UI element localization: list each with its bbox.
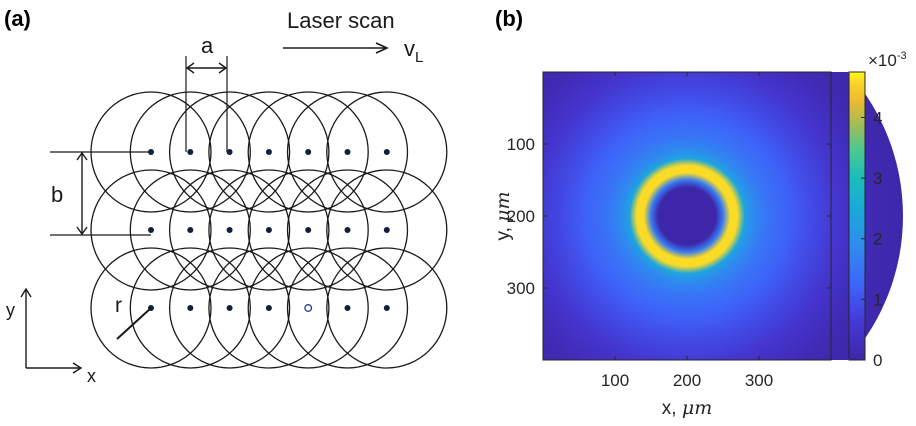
- spot-center-dot: [226, 149, 233, 155]
- colorbar-multiplier: ×10-3: [868, 50, 907, 70]
- laser-spot-circle: [168, 247, 291, 369]
- y-tick-label: 200: [507, 207, 535, 226]
- panel-b-label: (b): [495, 6, 523, 31]
- dimension-a-arrowhead-right: [218, 62, 228, 74]
- spot-center-open: [304, 304, 313, 312]
- spot-center-dot: [187, 227, 194, 233]
- laser-spot-circle: [129, 247, 251, 369]
- laser-spot-circle: [247, 247, 369, 369]
- colorbar-tick-label: 3: [873, 169, 882, 188]
- spot-center-dot: [344, 149, 351, 155]
- axis-y-label: y: [6, 300, 15, 320]
- colorbar-multiplier-base: ×10: [868, 51, 897, 70]
- y-tick-label: 300: [507, 279, 535, 298]
- x-tick-label: 100: [601, 371, 629, 390]
- velocity-label: vL: [404, 36, 423, 66]
- y-axis-title-unit: μm: [492, 191, 514, 221]
- dimension-b-arrowhead-bottom: [76, 226, 88, 236]
- spot-centers: [148, 149, 390, 312]
- scan-arrowhead: [375, 42, 389, 54]
- x-axis-arrowhead: [72, 362, 83, 374]
- laser-spot-circle: [90, 91, 212, 213]
- laser-spot-circle: [208, 91, 330, 213]
- spot-center-dot: [344, 227, 351, 233]
- laser-spot-circle: [326, 91, 448, 213]
- spot-center-dot: [226, 305, 233, 311]
- y-tick-label: 100: [507, 135, 535, 154]
- panel-a-scan-diagram: (a) Laser scan vL a b r y x: [4, 6, 448, 386]
- y-axis-title-var: y,: [493, 222, 514, 241]
- x-axis-title-unit: μm: [682, 397, 712, 419]
- spot-center-dot: [383, 149, 390, 155]
- y-axis-arrowhead: [20, 287, 32, 298]
- axis-x-label: x: [87, 366, 96, 386]
- y-axis-title: y, μm: [492, 191, 514, 240]
- x-axis-title-var: x,: [662, 398, 682, 419]
- laser-spot-circle: [129, 169, 251, 291]
- spot-center-dot: [383, 227, 390, 233]
- heatmap-field: [543, 72, 903, 360]
- velocity-subscript: L: [415, 49, 423, 66]
- spot-center-dot: [187, 149, 194, 155]
- laser-spot-circle: [286, 91, 409, 213]
- dimension-a-label: a: [201, 33, 214, 58]
- x-tick-label: 300: [745, 371, 773, 390]
- laser-spot-circle: [90, 169, 212, 291]
- spot-center-dot: [344, 305, 351, 311]
- spot-center-dot: [383, 305, 390, 311]
- x-ticks: 100 200 300: [601, 72, 773, 390]
- spot-center-dot: [187, 305, 194, 311]
- spot-center-dot: [265, 305, 272, 311]
- spot-center-dot: [148, 149, 154, 155]
- x-tick-label: 200: [673, 371, 701, 390]
- dimension-b-label: b: [51, 182, 63, 207]
- laser-spot-circle: [286, 247, 409, 369]
- colorbar-tick-label: 2: [873, 230, 882, 249]
- spot-center-dot: [305, 227, 312, 233]
- laser-scan-label: Laser scan: [287, 8, 395, 33]
- colorbar-ticks: 0 1 2 3 4: [861, 108, 882, 370]
- radius-label: r: [115, 294, 122, 317]
- laser-spot-circle: [129, 91, 251, 213]
- spot-center-dot: [226, 227, 233, 233]
- laser-spot-circle: [247, 169, 369, 291]
- laser-spot-circle: [168, 91, 291, 213]
- colorbar: [848, 71, 866, 361]
- spot-circles: [90, 91, 448, 369]
- laser-spot-circle: [90, 247, 212, 369]
- spot-center-dot: [305, 149, 312, 155]
- laser-spot-circle: [286, 169, 409, 291]
- spot-center-dot: [265, 227, 272, 233]
- colorbar-tick-label: 4: [873, 108, 882, 127]
- laser-spot-circle: [208, 247, 330, 369]
- spot-center-dot: [265, 149, 272, 155]
- x-axis-title: x, μm: [662, 397, 712, 419]
- dimension-b-arrowhead-top: [76, 151, 88, 161]
- colorbar-tick-label: 1: [873, 290, 882, 309]
- velocity-symbol: v: [404, 36, 415, 61]
- laser-spot-circle: [247, 91, 369, 213]
- radius-line: [116, 307, 152, 340]
- spot-center-dot: [148, 227, 154, 233]
- y-ticks: 100 200 300: [507, 135, 831, 298]
- dimension-a-arrowhead-left: [185, 62, 195, 74]
- panel-a-label: (a): [4, 6, 31, 31]
- colorbar-tick-label: 0: [873, 351, 882, 370]
- colorbar-multiplier-exponent: -3: [897, 50, 907, 62]
- laser-spot-circle: [168, 169, 291, 291]
- laser-spot-circle: [208, 169, 330, 291]
- laser-spot-circle: [326, 247, 448, 369]
- laser-spot-circle: [326, 169, 448, 291]
- panel-b-heatmap: (b) 100 200 300 100 200 300 x, μm y, μm 0 1 2 3…: [492, 6, 907, 419]
